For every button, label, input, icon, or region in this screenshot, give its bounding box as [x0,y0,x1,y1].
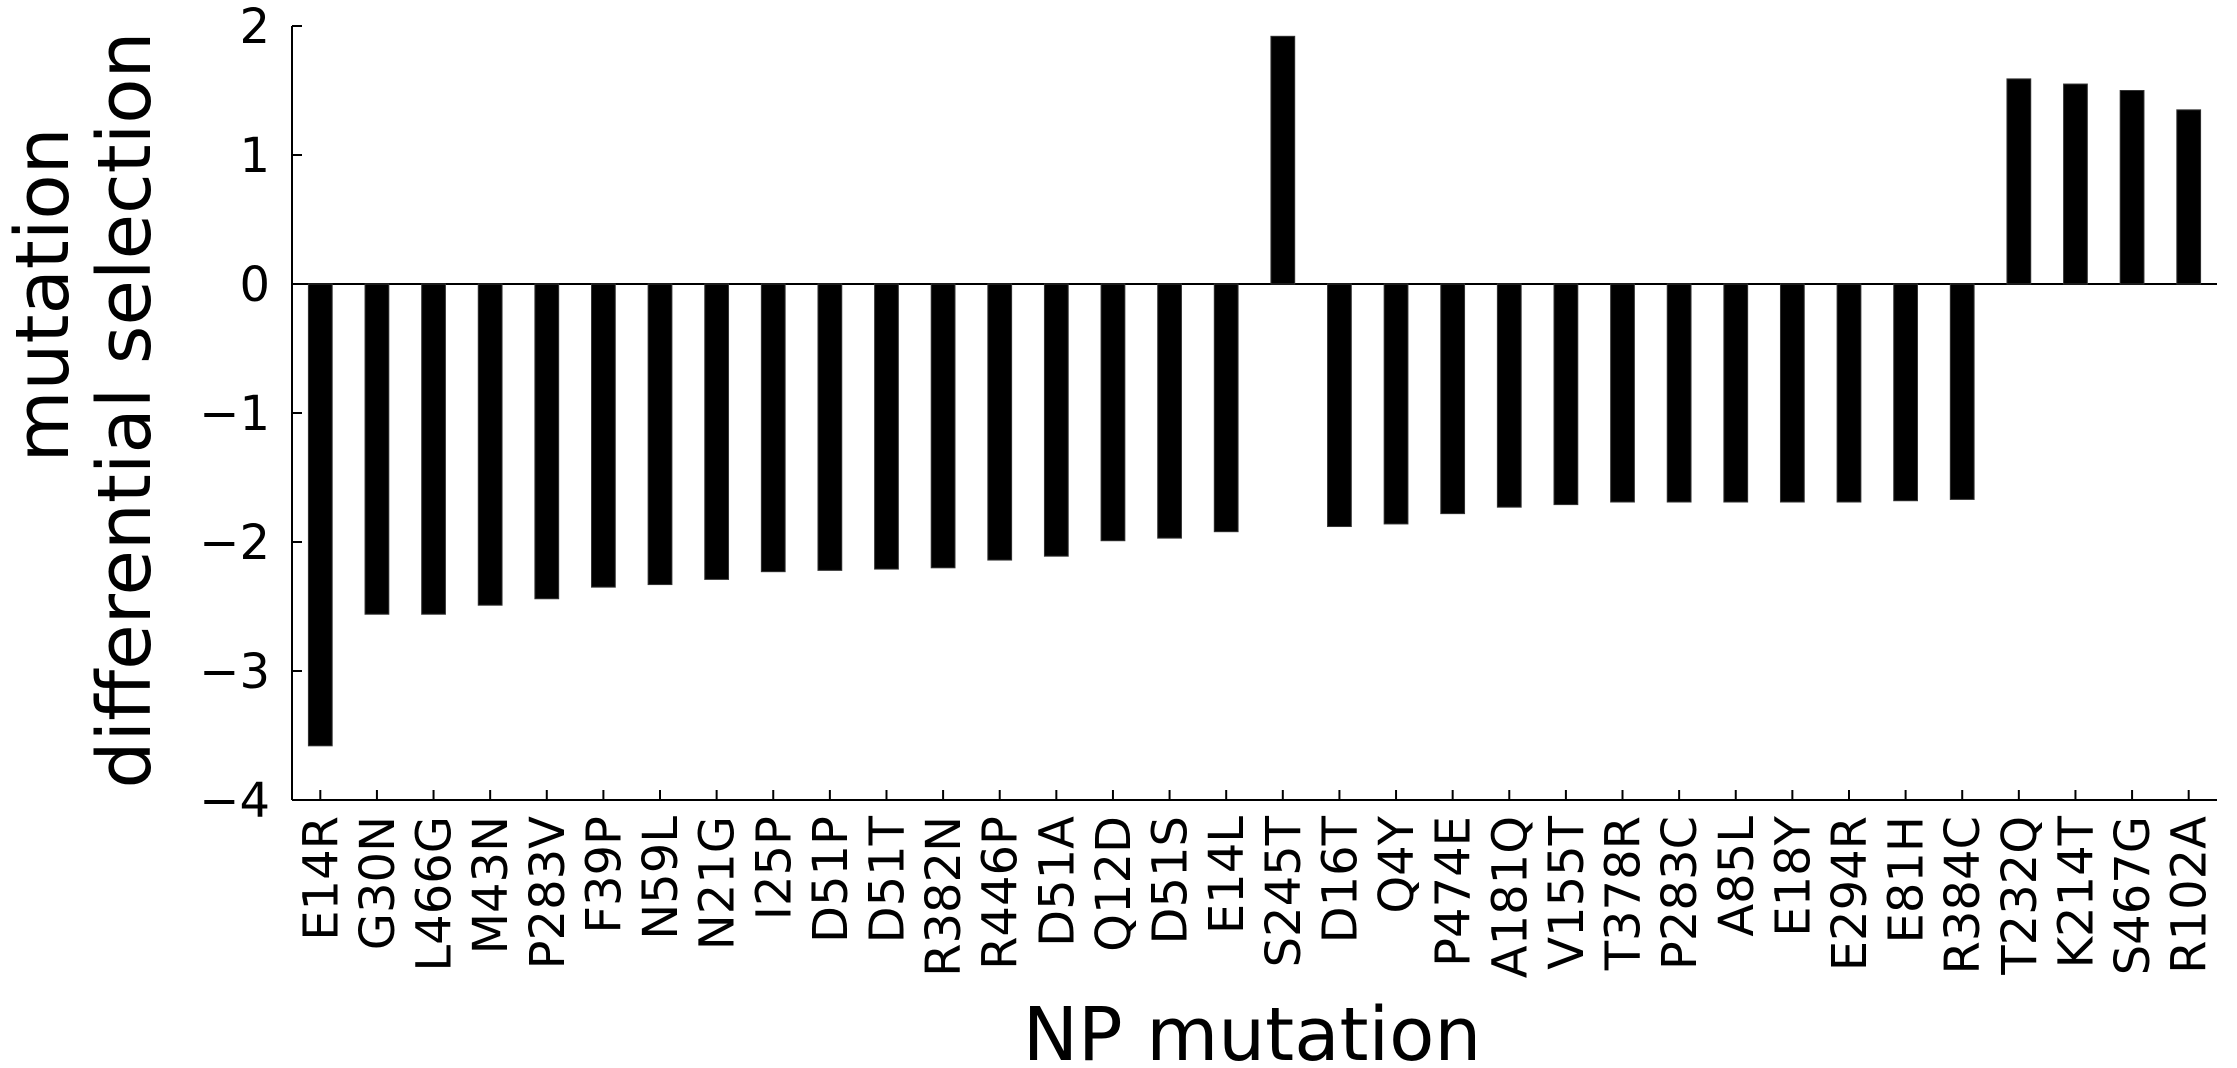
bar-S467G [2119,90,2145,285]
x-tick-label: D16T [1312,815,1368,943]
bar-E81H [1893,283,1918,502]
bar-A181Q [1496,283,1522,508]
x-tick-label: R382N [916,816,972,977]
bars [307,35,2202,747]
bar-E294R [1836,283,1862,503]
bar-R446P [987,283,1013,561]
x-tick-label: M43N [463,816,519,954]
bar-R102A [2176,109,2202,285]
bar-N21G [704,283,730,580]
x-tick-label: V155T [1539,815,1595,969]
x-tick-label: S245T [1256,815,1312,967]
x-tick-label: T232Q [1992,816,2048,976]
x-tick-label: A85L [1709,816,1765,937]
bar-D51S [1157,283,1182,539]
y-tick-label: 0 [239,257,270,313]
y-tick-label: 2 [239,0,270,55]
bar-V155T [1553,283,1579,506]
bar-D51A [1043,283,1069,557]
x-tick-label: A181Q [1482,816,1538,978]
y-tick-label: −4 [199,773,270,829]
bar-D16T [1327,283,1352,528]
bar-R382N [930,283,956,569]
bar-A85L [1723,283,1749,503]
x-tick-label: Q4Y [1369,815,1425,913]
bar-E18Y [1779,283,1805,503]
bar-E14L [1213,283,1239,533]
x-tick-label: Q12D [1086,816,1142,952]
x-tick-label: E14R [293,816,349,941]
x-tick-label: I25P [746,816,802,920]
bar-D51T [874,283,899,570]
x-tick-label: F39P [576,816,632,934]
x-tick-label: N21G [690,816,746,950]
x-tick-label: E18Y [1765,815,1821,936]
bar-T378R [1610,283,1635,503]
bar-P474E [1440,283,1466,515]
x-tick-label: E81H [1879,816,1935,944]
y-axis-title-line2: differential selection [82,32,168,789]
bar-Q12D [1100,283,1126,542]
x-axis-ticks: E14R G30N L466G M43N P283V F39P N59L N21G I25P D5… [293,790,2218,978]
bar-N59L [647,283,673,586]
bar-R384C [1949,283,1975,500]
x-tick-label: P283V [520,816,576,970]
x-tick-label: S467G [2105,816,2161,975]
x-tick-label: L466G [407,816,463,972]
y-tick-label: −2 [199,515,270,571]
x-tick-label: D51T [859,815,915,943]
x-axis-title: NP mutation [1023,992,1482,1068]
bar-T232Q [2006,78,2032,285]
bar-I25P [760,283,786,573]
bar-M43N [477,283,503,606]
bar-D51P [817,283,843,571]
axes [291,26,2217,801]
x-tick-label: R446P [973,816,1029,970]
y-axis-ticks: 2 1 0 −1 −2 −3 −4 [199,0,302,829]
y-axis-title-line1: mutation [0,127,86,462]
bar-K214T [2063,83,2088,285]
x-tick-label: N59L [633,816,689,940]
bar-Q4Y [1383,283,1409,525]
x-tick-label: T378R [1596,816,1652,971]
y-tick-label: 1 [239,128,270,184]
x-tick-label: P474E [1426,816,1482,967]
bar-L466G [421,283,446,615]
x-tick-label: D51S [1143,816,1199,945]
bar-E14R [307,283,333,747]
bar-P283C [1666,283,1692,503]
x-tick-label: P283C [1652,816,1708,970]
x-tick-label: E14L [1199,816,1255,934]
x-tick-label: G30N [350,816,406,950]
x-tick-label: K214T [2048,815,2104,968]
x-tick-label: E294R [1822,816,1878,971]
y-tick-label: −1 [199,386,270,442]
x-tick-label: R102A [2162,816,2218,974]
bar-S245T [1270,35,1296,285]
bar-P283V [534,283,560,600]
x-tick-label: R384C [1935,816,1991,974]
x-tick-label: D51A [1029,816,1085,947]
y-tick-label: −3 [199,644,270,700]
bar-G30N [364,283,390,615]
x-tick-label: D51P [803,816,859,943]
bar-F39P [591,283,616,588]
